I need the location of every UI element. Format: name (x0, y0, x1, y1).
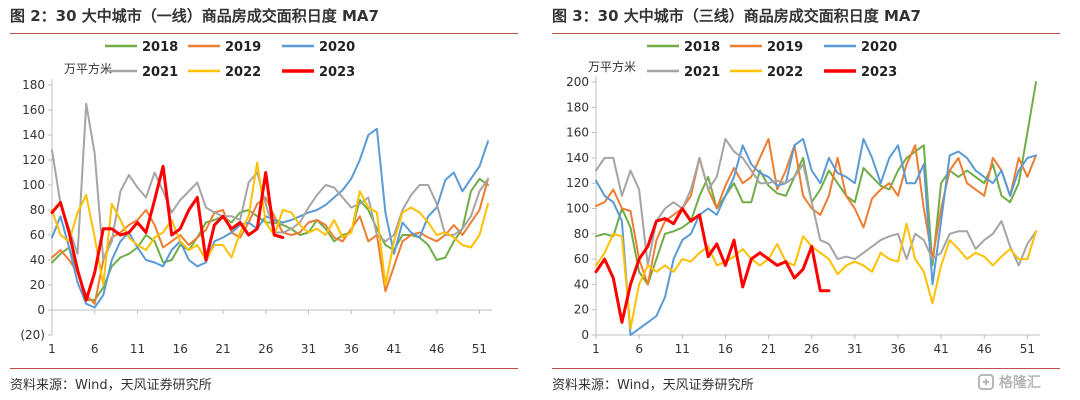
series-line-2021 (595, 137, 1037, 267)
chart-panel-left: 图 2：30 大中城市（一线）商品房成交面积日度 MA7 万平方米 (20) 0 20… (10, 0, 530, 400)
y-tick-label: 40 (30, 253, 45, 267)
legend-label-2020: 2020 (319, 40, 355, 55)
y-tick-label: 100 (566, 202, 589, 216)
y-tick-label: 120 (22, 153, 45, 167)
x-tick-label: 31 (847, 342, 862, 356)
x-tick-label: 16 (718, 342, 733, 356)
series-line-2023 (594, 207, 831, 324)
y-tick-label: 140 (566, 151, 589, 165)
y-tick-label: 20 (30, 278, 45, 292)
chart-panel-right: 图 3：30 大中城市（三线）商品房成交面积日度 MA7 万平方米 0 20 40 60… (552, 0, 1072, 400)
gelonghui-logo-icon (978, 374, 994, 390)
title-rule-left (10, 33, 518, 34)
x-tick-label: 21 (215, 342, 230, 356)
x-tick-label: 11 (130, 342, 145, 356)
x-tick-label: 1 (48, 342, 56, 356)
title-rule-right (552, 33, 1060, 34)
x-tick-label: 26 (258, 342, 273, 356)
x-tick-label: 46 (429, 342, 444, 356)
y-tick-label: 60 (30, 228, 45, 242)
y-tick-label: 180 (22, 78, 45, 92)
y-tick-label: 0 (581, 328, 589, 342)
chart-title-right: 图 3：30 大中城市（三线）商品房成交面积日度 MA7 (552, 7, 921, 25)
y-tick-label: (20) (20, 328, 45, 342)
x-tick-label: 46 (977, 342, 992, 356)
x-tick-label: 11 (675, 342, 690, 356)
legend-label-2018: 2018 (142, 40, 178, 55)
legend-label-2019: 2019 (767, 40, 803, 55)
y-tick-label: 80 (574, 227, 589, 241)
legend-label-2023: 2023 (861, 65, 897, 80)
unit-label: 万平方米 (588, 59, 636, 74)
x-tick-label: 41 (386, 342, 401, 356)
legend-label-2018: 2018 (684, 40, 720, 55)
series-line-2022 (51, 161, 489, 286)
legend-label-2019: 2019 (225, 40, 261, 55)
x-tick-label: 26 (804, 342, 819, 356)
y-tick-label: 60 (574, 252, 589, 266)
watermark-text: 格隆汇 (998, 375, 1041, 391)
x-tick-label: 1 (592, 342, 600, 356)
x-tick-label: 6 (91, 342, 99, 356)
series-line-2018 (51, 177, 489, 301)
x-tick-label: 6 (635, 342, 643, 356)
series-line-2020 (595, 137, 1037, 336)
x-tick-label: 51 (1020, 342, 1035, 356)
bottom-rule-right (552, 368, 1060, 369)
y-tick-label: 80 (30, 203, 45, 217)
y-tick-label: 100 (22, 178, 45, 192)
y-tick-label: 120 (566, 176, 589, 190)
series-line-2023 (50, 164, 285, 302)
watermark: 格隆汇 (978, 372, 1041, 392)
legend-label-2022: 2022 (225, 65, 261, 80)
series-line-2019 (595, 137, 1037, 286)
y-tick-label: 160 (566, 126, 589, 140)
source-note-right: 资料来源：Wind，天风证券研究所 (552, 378, 754, 393)
legend-label-2021: 2021 (142, 65, 178, 80)
bottom-rule-left (10, 368, 518, 369)
x-tick-label: 41 (933, 342, 948, 356)
y-tick-label: 160 (22, 103, 45, 117)
y-tick-label: 180 (566, 100, 589, 114)
x-tick-label: 31 (301, 342, 316, 356)
legend-label-2020: 2020 (861, 40, 897, 55)
unit-label: 万平方米 (64, 61, 112, 76)
x-tick-label: 36 (890, 342, 905, 356)
legend-label-2021: 2021 (684, 65, 720, 80)
x-tick-label: 16 (173, 342, 188, 356)
legend-label-2022: 2022 (767, 65, 803, 80)
y-tick-label: 0 (37, 303, 45, 317)
legend-label-2023: 2023 (319, 65, 355, 80)
series-line-2018 (595, 81, 1037, 286)
y-tick-label: 140 (22, 128, 45, 142)
series-line-2021 (51, 102, 489, 261)
x-tick-label: 36 (344, 342, 359, 356)
chart-title-left: 图 2：30 大中城市（一线）商品房成交面积日度 MA7 (10, 7, 379, 25)
x-tick-label: 51 (472, 342, 487, 356)
x-tick-label: 21 (761, 342, 776, 356)
y-tick-label: 20 (574, 303, 589, 317)
source-note-left: 资料来源：Wind，天风证券研究所 (10, 378, 212, 393)
y-tick-label: 200 (566, 75, 589, 89)
y-tick-label: 40 (574, 277, 589, 291)
series-line-2022 (595, 222, 1037, 330)
